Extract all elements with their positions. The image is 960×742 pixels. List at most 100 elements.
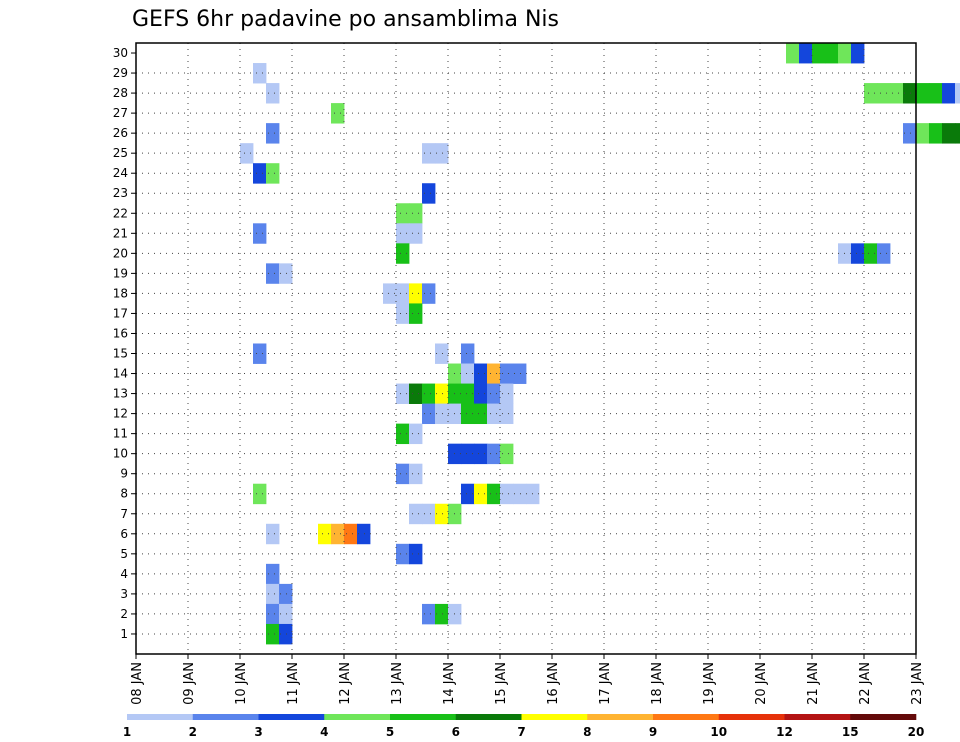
colorbar-swatch <box>653 714 720 720</box>
heatmap-cell <box>864 243 878 264</box>
colorbar-swatch <box>521 714 588 720</box>
heatmap-cell <box>786 43 800 64</box>
heatmap-cell <box>266 83 280 104</box>
colorbar-swatch <box>587 714 654 720</box>
colorbar-swatch <box>784 714 851 720</box>
colorbar-label: 12 <box>776 725 793 739</box>
heatmap-cell <box>396 423 410 445</box>
x-tick-label: 14 JAN <box>442 662 457 705</box>
heatmap-cell <box>253 343 267 364</box>
colorbar-label: 2 <box>189 725 197 739</box>
colorbar-swatch <box>850 714 917 720</box>
heatmap-cell <box>240 143 254 164</box>
heatmap-cell <box>409 503 423 525</box>
heatmap-cell <box>422 283 436 304</box>
heatmap-cell <box>409 203 423 224</box>
x-tick-label: 08 JAN <box>130 662 145 705</box>
heatmap-cell <box>422 183 436 204</box>
colorbar-swatch <box>324 714 391 720</box>
heatmap-cell <box>487 443 501 465</box>
heatmap-cell <box>461 363 475 384</box>
y-tick-label: 22 <box>113 206 128 220</box>
y-tick-label: 9 <box>120 467 128 481</box>
heatmap-cell <box>357 523 371 545</box>
heatmap-cell <box>916 83 930 104</box>
y-axis: 1234567891011121314151617181920212223242… <box>113 46 136 641</box>
heatmap-cell <box>487 363 501 384</box>
heatmap-cell <box>942 123 956 144</box>
heatmap-cell <box>513 483 527 505</box>
heatmap-cell <box>409 283 423 304</box>
x-tick-label: 21 JAN <box>806 662 821 705</box>
heatmap-cell <box>422 143 436 164</box>
heatmap-cell <box>474 383 488 404</box>
heatmap-cell <box>409 423 423 445</box>
x-axis: 08 JAN 09 JAN 10 JAN 11 JAN 12 JAN 13 JAN 14 J… <box>130 654 925 705</box>
heatmap-cell <box>942 83 956 104</box>
x-tick-label: 10 JAN <box>234 662 249 705</box>
heatmap-cell <box>331 103 345 124</box>
heatmap-cell <box>396 303 410 324</box>
heatmap-cell <box>344 523 358 545</box>
colorbar-swatch <box>455 714 522 720</box>
heatmap-cell <box>383 283 397 304</box>
heatmap-cell <box>396 223 410 244</box>
heatmap-cell <box>851 43 865 64</box>
y-tick-label: 4 <box>120 567 128 581</box>
heatmap-cell <box>266 603 280 625</box>
chart-title: GEFS 6hr padavine po ansamblima Nis <box>132 7 559 32</box>
colorbar-label: 8 <box>583 725 591 739</box>
y-tick-label: 30 <box>113 46 128 60</box>
colorbar-label: 15 <box>842 725 859 739</box>
heatmap-cell <box>396 543 410 565</box>
x-tick-label: 12 JAN <box>338 662 353 705</box>
y-tick-label: 16 <box>113 326 128 340</box>
colorbar-label: 7 <box>517 725 525 739</box>
heatmap-cell <box>266 563 280 585</box>
heatmap-cell <box>409 223 423 244</box>
heatmap-cell <box>409 383 423 404</box>
heatmap-cell <box>877 243 891 264</box>
colorbar-label: 20 <box>908 725 925 739</box>
y-tick-label: 1 <box>120 627 128 641</box>
y-tick-label: 7 <box>120 507 128 521</box>
y-tick-label: 5 <box>120 547 128 561</box>
colorbar-swatch <box>718 714 785 720</box>
heatmap-cell <box>500 363 514 384</box>
heatmap-cell <box>396 463 410 485</box>
heatmap-cell <box>422 403 436 425</box>
y-tick-label: 21 <box>113 226 128 240</box>
heatmap-cell <box>435 143 449 164</box>
y-tick-label: 13 <box>113 387 128 401</box>
colorbar-swatch <box>192 714 259 720</box>
heatmap-cell <box>461 443 475 465</box>
heatmap-cell <box>253 63 267 84</box>
colorbar-label: 4 <box>320 725 328 739</box>
heatmap-cell <box>409 463 423 485</box>
heatmap-cell <box>825 43 839 64</box>
heatmap-cell <box>266 263 280 284</box>
y-tick-label: 12 <box>113 407 128 421</box>
heatmap-cell <box>435 343 449 364</box>
heatmap-cell <box>396 203 410 224</box>
x-tick-label: 13 JAN <box>390 662 405 705</box>
heatmap-cell <box>396 243 410 264</box>
heatmap-cell <box>396 383 410 404</box>
colorbar: 1 2 3 4 5 6 7 8 9 10 12 15 20 <box>123 714 925 739</box>
x-tick-label: 11 JAN <box>286 662 301 705</box>
y-tick-label: 2 <box>120 607 128 621</box>
heatmap-cell <box>253 163 267 184</box>
heatmap-cell <box>474 403 488 425</box>
heatmap-cell <box>500 383 514 404</box>
heatmap-cell <box>279 263 293 284</box>
heatmap-cell <box>903 123 917 144</box>
heatmap-cell <box>266 163 280 184</box>
heatmap-cell <box>864 83 878 104</box>
heatmap-cell <box>266 523 280 545</box>
y-tick-label: 18 <box>113 286 128 300</box>
x-tick-label: 23 JAN <box>910 662 925 705</box>
colorbar-label: 5 <box>386 725 394 739</box>
heatmap-cell <box>435 503 449 525</box>
y-tick-label: 17 <box>113 306 128 320</box>
